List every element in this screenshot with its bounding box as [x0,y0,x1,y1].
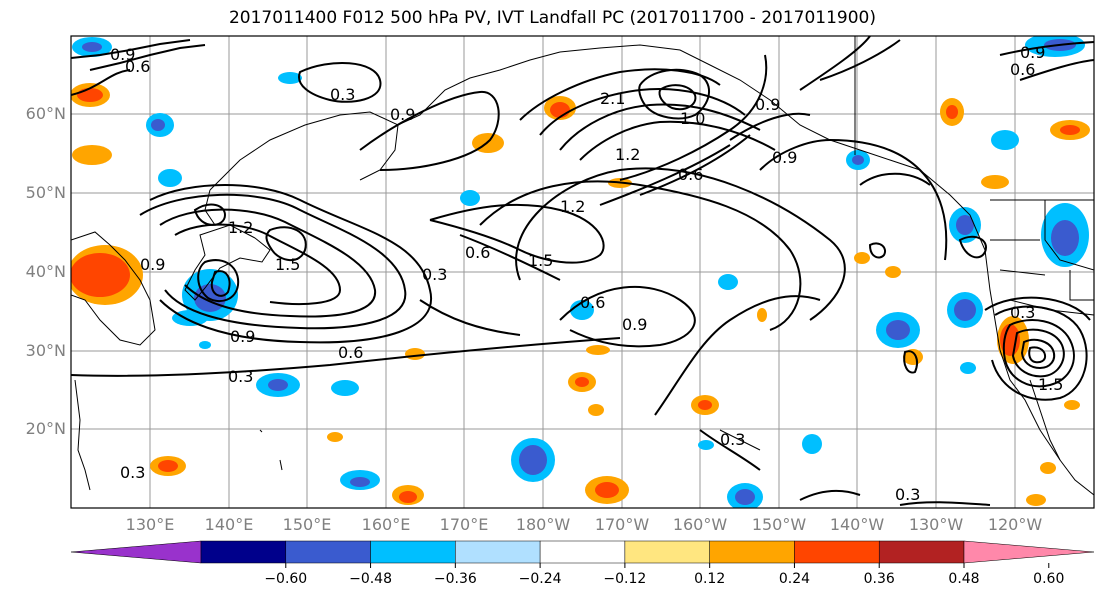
contour-label: 1.2 [615,145,640,164]
contour-label: 1.2 [560,197,585,216]
contour-labels: 0.9 0.6 0.3 0.9 1.5 1.2 2.1 1.0 0.9 0.9 … [110,43,1063,504]
map-frame [70,35,1095,509]
lat-label: 60°N [25,104,66,123]
lon-label: 160°E [361,515,411,534]
colorbar-segment [624,540,710,564]
colorbar-tick-label: −0.36 [433,571,477,587]
contour-label: 0.6 [338,343,363,362]
colorbar-extend-min [70,540,202,564]
lat-label: 30°N [25,341,66,360]
contour-label: 1.2 [228,218,253,237]
contour-label: 0.3 [1010,303,1035,322]
colorbar-tick-label: −0.24 [518,571,562,587]
lon-label: 150°E [282,515,332,534]
lon-label: 130°E [125,515,175,534]
colorbar-tick-label: 0.36 [863,571,895,587]
contour-label: 0.3 [120,463,145,482]
contour-label: 0.9 [140,255,165,274]
contour-label: 1.5 [528,251,553,270]
lon-label: 160°W [672,515,728,534]
contour-label: 0.3 [330,85,355,104]
lon-label: 120°W [987,515,1043,534]
colorbar-segment [794,540,880,564]
lat-label: 50°N [25,183,66,202]
contour-label: 0.6 [678,165,703,184]
colorbar-tick-label: 0.60 [1033,571,1065,587]
colorbar-tick-label: −0.60 [264,571,308,587]
contour-label: 0.9 [755,95,780,114]
colorbar-extend-max [963,540,1095,564]
contour-label: 0.6 [465,243,490,262]
contour-label: 0.6 [125,57,150,76]
pv-contours [71,36,1094,506]
colorbar-segment [370,540,456,564]
colorbar-segment [539,540,626,564]
contour-label: 1.0 [680,109,705,128]
lon-label: 140°W [829,515,885,534]
contour-label: 0.9 [772,148,797,167]
contour-label: 0.9 [230,327,255,346]
colorbar-tick-label: −0.12 [603,571,647,587]
lon-label: 180°W [515,515,571,534]
colorbar-segment [878,540,965,564]
lon-label: 130°W [908,515,964,534]
colorbar-segment [709,540,795,564]
contour-label: 0.9 [622,315,647,334]
contour-label: 0.3 [422,265,447,284]
contour-label: 2.1 [600,89,625,108]
colorbar-segment [285,540,371,564]
lon-label: 170°W [594,515,650,534]
colorbar-tick-label: 0.48 [948,571,980,587]
contour-label: 0.9 [110,45,135,64]
colorbar-tick-label: −0.48 [349,571,392,587]
coastlines [71,36,1094,496]
contour-label: 0.6 [1010,60,1035,79]
lon-label: 170°E [439,515,489,534]
contour-label: 0.9 [1020,43,1045,62]
contour-label: 1.5 [275,255,300,274]
colorbar-tick-label: 0.12 [694,571,726,587]
contour-label: 0.3 [228,367,253,386]
lat-label: 20°N [25,419,66,438]
contour-label: 0.3 [720,430,745,449]
figure-title: 2017011400 F012 500 hPa PV, IVT Landfall… [228,8,876,28]
pv-anomaly-fills [71,36,1090,508]
colorbar-tick-label: 0.24 [778,571,811,587]
colorbar-segment [455,540,541,564]
lon-label: 140°E [204,515,254,534]
lon-label: 150°W [751,515,807,534]
colorbar-segment [200,540,287,564]
contour-label: 0.6 [580,293,605,312]
contour-label: 1.5 [1038,375,1063,394]
contour-label: 0.9 [390,105,415,124]
contour-label: 0.3 [895,485,920,504]
lat-label: 40°N [25,262,66,281]
